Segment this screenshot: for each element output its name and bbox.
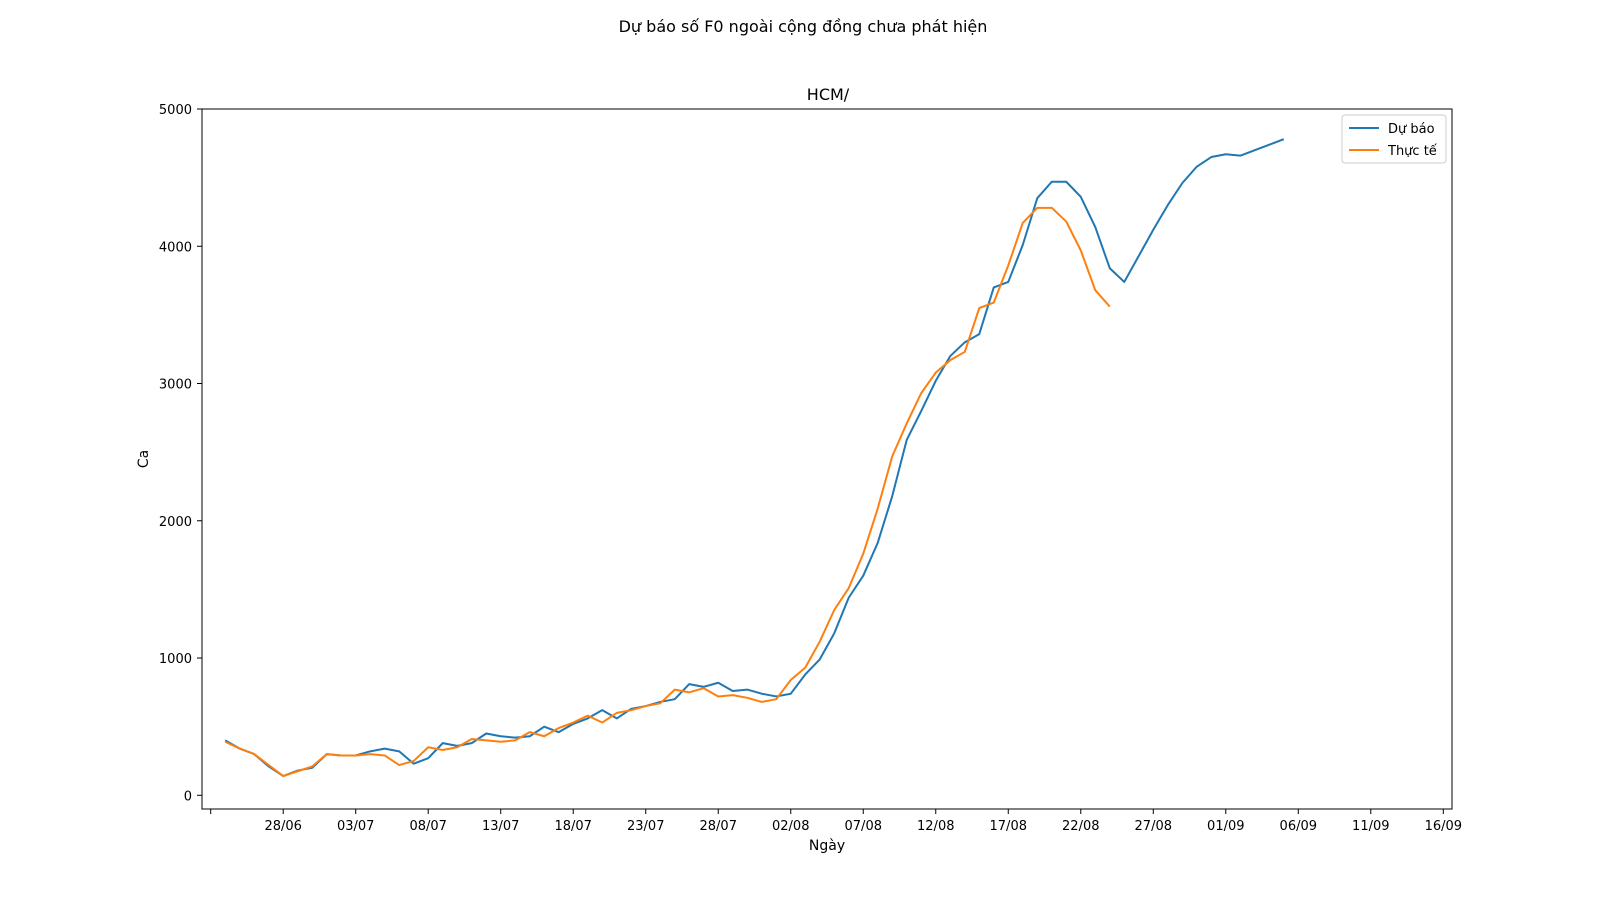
x-tick-label: 27/08 xyxy=(1135,819,1172,834)
y-tick-label: 1000 xyxy=(159,652,192,667)
figure-suptitle: Dự báo số F0 ngoài cộng đồng chưa phát h… xyxy=(619,17,988,36)
chart-title: HCM/ xyxy=(807,85,850,104)
x-tick-label: 23/07 xyxy=(627,819,664,834)
x-tick-label: 13/07 xyxy=(482,819,519,834)
x-tick-label: 01/09 xyxy=(1207,819,1244,834)
plot-area: 28/06 03/07 08/07 13/07 18/07 23/07 28/07 02/08… xyxy=(159,103,1462,834)
x-tick-label: 08/07 xyxy=(409,819,446,834)
y-tick-label: 4000 xyxy=(159,240,192,255)
x-tick-label: 03/07 xyxy=(337,819,374,834)
y-tick-label: 2000 xyxy=(159,515,192,530)
x-tick-label: 16/09 xyxy=(1425,819,1462,834)
x-tick-label: 18/07 xyxy=(554,819,591,834)
y-tick-label: 5000 xyxy=(159,103,192,118)
x-tick-label: 11/09 xyxy=(1352,819,1389,834)
legend: Dự báo Thực tế xyxy=(1341,114,1447,164)
x-tick-label: 02/08 xyxy=(772,819,809,834)
plot-frame xyxy=(201,108,1453,810)
y-tick-label: 3000 xyxy=(159,378,192,393)
x-axis: 28/06 03/07 08/07 13/07 18/07 23/07 28/07 02/08… xyxy=(210,809,1462,834)
series-line-du-bao xyxy=(224,138,1285,778)
x-axis-label: Ngày xyxy=(809,838,845,854)
legend-label: Thực tế xyxy=(1387,144,1437,159)
x-tick-label: 28/07 xyxy=(700,819,737,834)
x-tick-label: 06/09 xyxy=(1280,819,1317,834)
y-axis: 0 1000 2000 3000 4000 5000 xyxy=(159,103,202,804)
legend-label: Dự báo xyxy=(1388,122,1435,137)
x-tick-label: 17/08 xyxy=(990,819,1027,834)
x-tick-label: 22/08 xyxy=(1062,819,1099,834)
x-tick-label: 12/08 xyxy=(917,819,954,834)
y-axis-label: Ca xyxy=(136,450,152,468)
series-line-thuc-te xyxy=(224,206,1111,778)
y-tick-label: 0 xyxy=(184,789,192,804)
x-tick-label: 07/08 xyxy=(845,819,882,834)
x-tick-label: 28/06 xyxy=(264,819,301,834)
series-lines xyxy=(224,138,1285,778)
